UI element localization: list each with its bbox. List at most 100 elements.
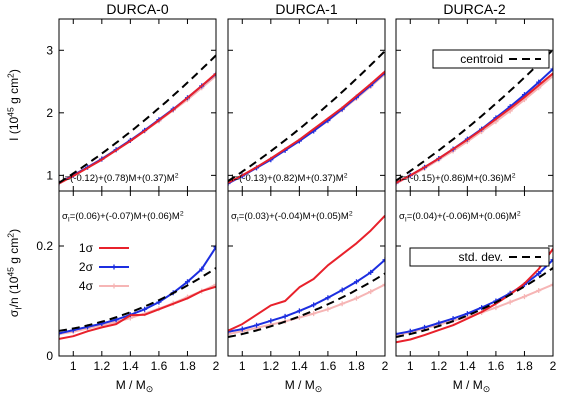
x-tick-label: 2 bbox=[382, 359, 389, 373]
fit-line bbox=[228, 50, 385, 182]
plot-frame bbox=[395, 190, 554, 357]
legend-sigma-marker bbox=[111, 283, 117, 289]
series-2s-point bbox=[536, 271, 542, 276]
series-4s-point bbox=[213, 282, 216, 287]
x-tick-label: 1 bbox=[239, 359, 246, 373]
x-tick-label: 1.8 bbox=[179, 359, 196, 373]
series-2s-point bbox=[228, 180, 231, 186]
plot-panels: 1 2 3 I=(-0.12)+(0.78)M+(0.37)M2​ I=(-0.13)+… bbox=[36, 18, 557, 373]
x-tick-label: 1.2 bbox=[262, 359, 279, 373]
series-2s-point bbox=[213, 244, 216, 250]
series-4s-point bbox=[325, 306, 331, 312]
series-2s-point bbox=[353, 279, 359, 285]
series-2s-point bbox=[536, 79, 542, 85]
series-1s-line bbox=[228, 70, 385, 184]
fit-line bbox=[59, 267, 216, 332]
y-axis-label-bottom: σI/n (1045 g cm2) bbox=[5, 229, 23, 317]
x-tick-label: 1.2 bbox=[93, 359, 110, 373]
x-tick-label: 1.2 bbox=[430, 359, 447, 373]
legend-centroid: centroid bbox=[432, 49, 550, 69]
panel-bottom-2: 1 1.2 1.4 1.6 1.8 2 σI=(0.04)+(-0.06)M+(0.06)M… bbox=[395, 190, 557, 373]
series-4s-line bbox=[396, 75, 553, 185]
panel-title-1: DURCA-1 bbox=[275, 1, 337, 17]
series-2s-point bbox=[436, 320, 442, 326]
series-4s-point bbox=[396, 332, 399, 338]
fit-formula: I=(-0.13)+(0.82)M+(0.37)M2​ bbox=[231, 172, 348, 184]
series-4s-point bbox=[536, 288, 542, 294]
series-2s-point bbox=[407, 328, 413, 334]
x-axis-label-1: M / M⊙ bbox=[285, 378, 323, 394]
plot-frame bbox=[58, 190, 217, 357]
legend-sigma-label: 2σ bbox=[79, 260, 94, 274]
series-2s-point bbox=[325, 295, 331, 301]
series-4s-point bbox=[339, 301, 345, 307]
series-2s-point bbox=[142, 306, 148, 312]
legend-std-dev: std. dev. bbox=[409, 247, 550, 267]
legend-sigma-label: 4σ bbox=[79, 279, 94, 293]
series-2s-point bbox=[339, 287, 345, 293]
x-tick-label: 1.4 bbox=[459, 359, 476, 373]
x-tick-label: 1.6 bbox=[488, 359, 505, 373]
x-tick-label: 1.8 bbox=[348, 359, 365, 373]
x-tick-label: 1.8 bbox=[516, 359, 533, 373]
legend-sigma-label: 1σ bbox=[79, 241, 94, 255]
legend-label: std. dev. bbox=[459, 250, 503, 264]
fit-line bbox=[59, 54, 216, 184]
x-axis-label-0: M / M⊙ bbox=[116, 378, 154, 394]
panel-top-2: I=(-0.15)+(0.86)M+(0.36)M2​ bbox=[395, 18, 554, 192]
series-2s-point bbox=[396, 331, 399, 337]
series-2s-point bbox=[254, 322, 260, 328]
plot-frame bbox=[58, 18, 217, 192]
series-2s-point bbox=[368, 269, 374, 275]
series-2s-point bbox=[199, 266, 205, 272]
series-4s-point bbox=[353, 295, 359, 301]
series-2s-point bbox=[268, 318, 274, 324]
panel-title-2: DURCA-2 bbox=[443, 1, 505, 17]
series-4s-point bbox=[228, 331, 231, 337]
panel-top-0: 1 2 3 I=(-0.12)+(0.78)M+(0.37)M2​ bbox=[46, 18, 217, 192]
x-tick-label: 1.6 bbox=[320, 359, 337, 373]
legend-sigma-marker bbox=[111, 264, 117, 270]
fit-formula: σI=(0.06)+(-0.07)M+(0.06)M2​ bbox=[62, 210, 184, 223]
fit-formula: σI=(0.03)+(-0.04)M+(0.05)M2​ bbox=[231, 210, 353, 223]
series-4s-line bbox=[228, 73, 385, 184]
series-1s-line bbox=[396, 72, 553, 184]
panel-title-0: DURCA-0 bbox=[106, 1, 168, 17]
legend-sigma: 1σ 2σ 4σ bbox=[67, 235, 133, 297]
series-2s-point bbox=[311, 302, 317, 308]
series-2s-point bbox=[550, 257, 553, 263]
panel-titles: DURCA-0 DURCA-1 DURCA-2 bbox=[106, 1, 505, 17]
series-2s-point bbox=[382, 257, 385, 263]
series-4s-point bbox=[368, 289, 374, 295]
y-axis-labels: I (1045 g cm2) σI/n (1045 g cm2) bbox=[5, 69, 23, 317]
series-2s-point bbox=[184, 279, 190, 285]
panel-bottom-0: 1 1.2 1.4 1.6 1.8 2 0 0.2 σI=(0.06)+(-0.07)M+(0.… bbox=[36, 190, 220, 373]
series-4s-point bbox=[550, 282, 553, 287]
fit-line bbox=[228, 272, 385, 338]
series-4s-point bbox=[382, 282, 385, 287]
series-2s-line bbox=[396, 68, 553, 184]
series-2s-point bbox=[422, 324, 428, 330]
panel-bottom-1: 1 1.2 1.4 1.6 1.8 2 σI=(0.03)+(-0.04)M+(0.05)M… bbox=[227, 190, 389, 373]
y-axis-label-top: I (1045 g cm2) bbox=[5, 69, 21, 141]
series-1s-line bbox=[228, 215, 385, 332]
fit-formula: σI=(0.04)+(-0.06)M+(0.06)M2​ bbox=[399, 210, 521, 223]
panel-top-1: I=(-0.13)+(0.82)M+(0.37)M2​ bbox=[227, 18, 386, 192]
y-tick-label: 1 bbox=[46, 168, 53, 182]
y-tick-label: 0 bbox=[46, 349, 53, 363]
series-2s-point bbox=[550, 66, 553, 72]
series-2s-point bbox=[282, 313, 288, 319]
y-tick-label: 3 bbox=[46, 43, 53, 57]
y-tick-label: 0.2 bbox=[36, 239, 53, 253]
series-1s-line bbox=[59, 72, 216, 185]
x-tick-label: 1 bbox=[407, 359, 414, 373]
fit-formula: I=(-0.15)+(0.86)M+(0.36)M2​ bbox=[399, 172, 516, 184]
x-tick-label: 1 bbox=[70, 359, 77, 373]
x-tick-label: 1.4 bbox=[122, 359, 139, 373]
series-2s-point bbox=[464, 311, 470, 317]
fit-line bbox=[396, 267, 553, 338]
x-tick-label: 2 bbox=[213, 359, 220, 373]
legend-box bbox=[432, 49, 550, 69]
series-4s-point bbox=[311, 311, 317, 317]
